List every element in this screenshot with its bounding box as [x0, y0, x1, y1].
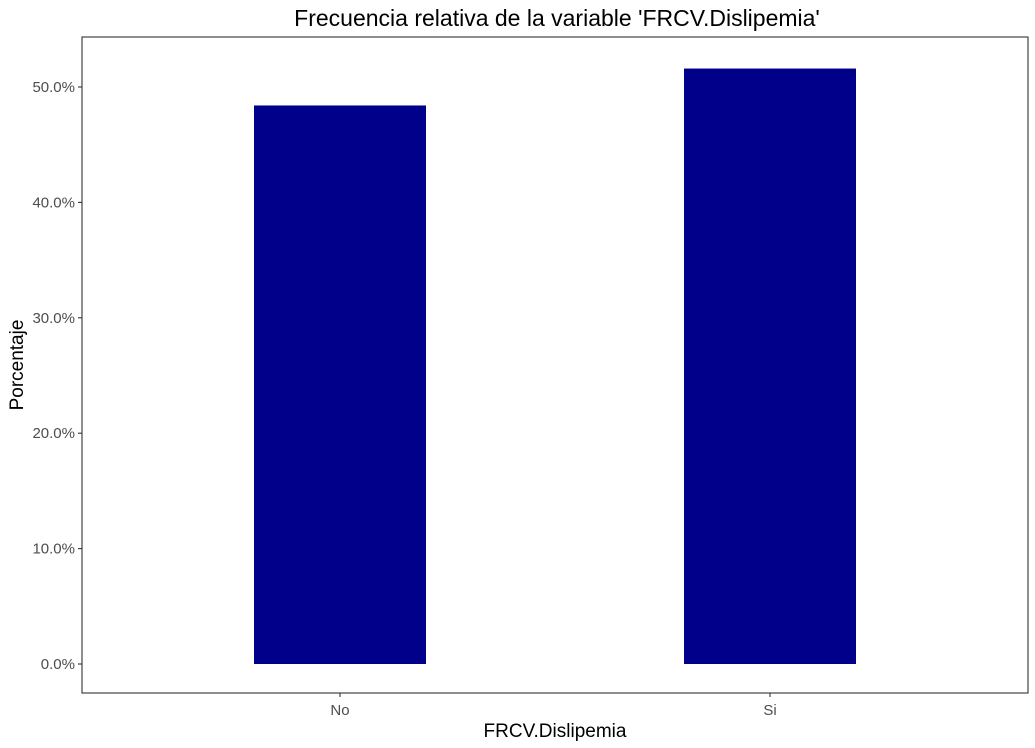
bar-no — [254, 105, 426, 664]
y-tick-label: 30.0% — [32, 310, 75, 327]
x-tick-label: Si — [763, 702, 776, 719]
y-tick-label: 20.0% — [32, 425, 75, 442]
y-tick-label: 50.0% — [32, 79, 75, 96]
x-axis: No Si — [330, 693, 777, 719]
y-tick-label: 0.0% — [41, 656, 75, 673]
x-tick-label: No — [330, 702, 349, 719]
y-tick-label: 40.0% — [32, 194, 75, 211]
plot-panel — [81, 36, 1029, 694]
y-axis-title: Porcentaje — [7, 320, 28, 411]
bars — [254, 68, 856, 665]
bar-si — [684, 68, 856, 665]
y-axis: 0.0% 10.0% 20.0% 30.0% 40.0% 50.0% — [32, 79, 82, 673]
chart-title: Frecuencia relativa de la variable 'FRCV… — [294, 5, 820, 31]
y-tick-label: 10.0% — [32, 541, 75, 558]
x-axis-title: FRCV.Dislipemia — [484, 721, 627, 742]
